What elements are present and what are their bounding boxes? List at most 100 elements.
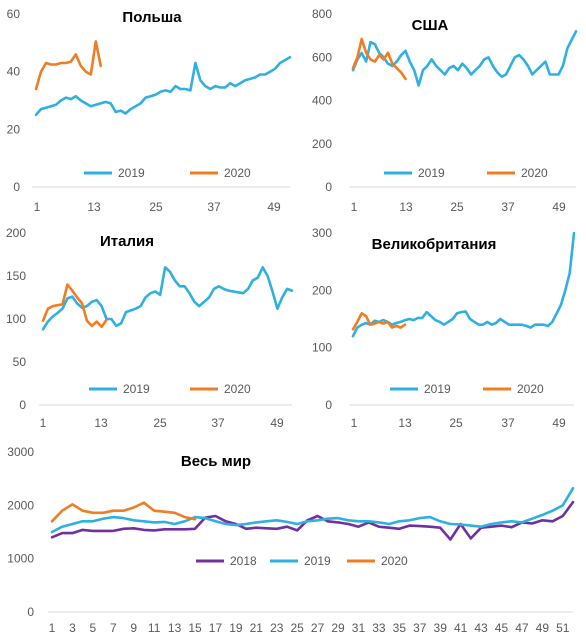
y-tick-label: 20 bbox=[7, 122, 21, 136]
y-tick-label: 0 bbox=[27, 605, 34, 619]
legend-label-2020: 2020 bbox=[521, 166, 548, 180]
series-line-2019 bbox=[50, 487, 575, 534]
series-line-2018 bbox=[50, 500, 575, 541]
x-tick-label: 27 bbox=[311, 621, 325, 635]
chart-panel-2: 0 200 400 600 800 1 13 25 37 49 2019 2020 США bbox=[312, 7, 578, 214]
legend-label-2019: 2019 bbox=[123, 382, 150, 396]
x-tick-label: 37 bbox=[413, 621, 427, 635]
y-tick-label: 400 bbox=[312, 94, 332, 108]
x-tick-label: 25 bbox=[149, 200, 163, 214]
x-tick-label: 37 bbox=[207, 200, 221, 214]
y-tick-label: 0 bbox=[13, 180, 20, 194]
x-tick-label: 11 bbox=[148, 621, 161, 635]
series-line-2019 bbox=[41, 266, 294, 331]
x-tick-label: 37 bbox=[501, 200, 515, 214]
x-tick-label: 31 bbox=[352, 621, 366, 635]
y-tick-label: 2000 bbox=[7, 498, 34, 512]
x-tick-label: 1 bbox=[351, 416, 358, 430]
y-tick-label: 40 bbox=[7, 65, 21, 79]
x-tick-label: 7 bbox=[110, 621, 117, 635]
x-tick-label: 1 bbox=[34, 200, 41, 214]
legend-label-2020: 2020 bbox=[224, 166, 251, 180]
y-tick-label: 0 bbox=[19, 398, 26, 412]
series-line-2020 bbox=[34, 40, 102, 91]
legend-label-2020: 2020 bbox=[224, 382, 251, 396]
y-tick-label: 200 bbox=[6, 226, 26, 240]
legend-label-2019: 2019 bbox=[304, 554, 331, 568]
y-tick-label: 3000 bbox=[7, 445, 34, 459]
y-tick-label: 200 bbox=[312, 137, 332, 151]
y-tick-label: 0 bbox=[325, 180, 332, 194]
x-tick-label: 49 bbox=[552, 200, 566, 214]
chart-panel-1: 0 20 40 60 1 13 25 37 49 2019 2020 Польша bbox=[7, 7, 292, 214]
x-tick-label: 39 bbox=[434, 621, 448, 635]
x-tick-label: 13 bbox=[168, 621, 182, 635]
series-line-2020 bbox=[50, 501, 197, 523]
legend-label-2019: 2019 bbox=[424, 382, 451, 396]
series-line-2019 bbox=[351, 30, 578, 87]
y-tick-label: 50 bbox=[13, 355, 27, 369]
x-tick-label: 17 bbox=[209, 621, 223, 635]
x-tick-label: 13 bbox=[94, 416, 108, 430]
legend-label-2020: 2020 bbox=[517, 382, 544, 396]
y-tick-label: 150 bbox=[6, 269, 26, 283]
series-line-2020 bbox=[351, 312, 407, 331]
y-tick-label: 0 bbox=[325, 398, 332, 412]
x-tick-label: 23 bbox=[270, 621, 284, 635]
x-tick-label: 1 bbox=[351, 200, 358, 214]
x-tick-label: 37 bbox=[211, 416, 225, 430]
series-line-2019 bbox=[34, 56, 292, 117]
y-tick-label: 200 bbox=[312, 283, 332, 297]
y-tick-label: 1000 bbox=[7, 552, 34, 566]
y-tick-label: 800 bbox=[312, 7, 332, 21]
x-tick-label: 49 bbox=[536, 621, 550, 635]
chart-title: Италия bbox=[100, 233, 154, 250]
series-line-2020 bbox=[41, 283, 108, 328]
x-tick-label: 25 bbox=[153, 416, 167, 430]
y-tick-label: 600 bbox=[312, 50, 332, 64]
x-tick-label: 1 bbox=[40, 416, 47, 430]
x-tick-label: 1 bbox=[49, 621, 56, 635]
y-tick-label: 100 bbox=[312, 341, 332, 355]
x-tick-label: 49 bbox=[267, 200, 281, 214]
y-tick-label: 300 bbox=[312, 226, 332, 240]
x-tick-label: 37 bbox=[501, 416, 515, 430]
legend-label-2018: 2018 bbox=[230, 554, 257, 568]
x-tick-label: 43 bbox=[474, 621, 488, 635]
y-tick-label: 60 bbox=[7, 7, 21, 21]
x-tick-label: 19 bbox=[229, 621, 243, 635]
y-tick-label: 100 bbox=[6, 312, 26, 326]
x-tick-label: 15 bbox=[188, 621, 202, 635]
x-tick-label: 41 bbox=[454, 621, 468, 635]
legend-label-2020: 2020 bbox=[381, 554, 408, 568]
x-tick-label: 29 bbox=[331, 621, 345, 635]
x-tick-label: 33 bbox=[372, 621, 386, 635]
x-tick-label: 13 bbox=[87, 200, 101, 214]
x-tick-label: 3 bbox=[69, 621, 76, 635]
x-tick-label: 35 bbox=[393, 621, 407, 635]
x-tick-label: 25 bbox=[449, 416, 463, 430]
x-tick-label: 9 bbox=[130, 621, 137, 635]
x-tick-label: 49 bbox=[270, 416, 284, 430]
x-tick-label: 21 bbox=[250, 621, 264, 635]
x-tick-label: 51 bbox=[556, 621, 570, 635]
legend-label-2019: 2019 bbox=[418, 166, 445, 180]
legend-label-2019: 2019 bbox=[118, 166, 145, 180]
chart-panel-3: 0 50 100 150 200 1 13 25 37 49 2019 2020 Италия bbox=[6, 226, 294, 430]
series-line-2020 bbox=[351, 37, 407, 81]
x-tick-label: 5 bbox=[90, 621, 97, 635]
chart-title: США bbox=[412, 17, 449, 34]
x-tick-label: 47 bbox=[515, 621, 529, 635]
x-tick-label: 13 bbox=[399, 200, 413, 214]
x-tick-label: 45 bbox=[495, 621, 509, 635]
x-tick-label: 13 bbox=[398, 416, 412, 430]
x-tick-label: 25 bbox=[290, 621, 304, 635]
chart-title: Польша bbox=[122, 9, 182, 26]
x-tick-label: 49 bbox=[552, 416, 566, 430]
x-tick-label: 25 bbox=[450, 200, 464, 214]
chart-panel-4: 0 100 200 300 1 13 25 37 49 2019 2020 Великобритани… bbox=[312, 226, 576, 430]
chart-title: Весь мир bbox=[181, 453, 251, 470]
chart-title: Великобритания bbox=[372, 236, 497, 253]
